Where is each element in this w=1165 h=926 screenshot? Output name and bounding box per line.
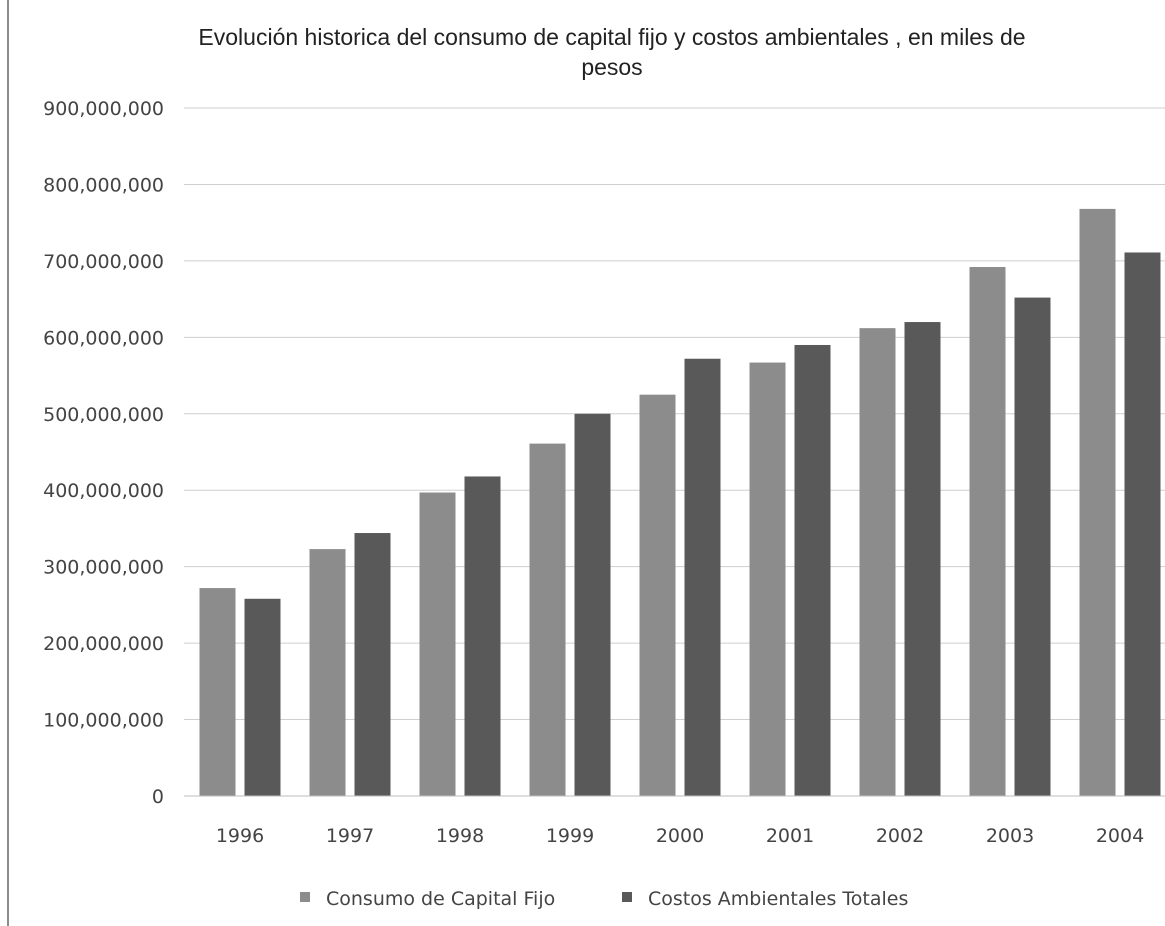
bar-consumo-1996 <box>199 588 236 796</box>
x-tick-label: 2002 <box>876 825 924 847</box>
y-tick-label: 700,000,000 <box>43 251 164 273</box>
x-tick-label: 2001 <box>766 825 814 847</box>
x-tick-label: 2000 <box>656 825 704 847</box>
chart-title-line-1: Evolución historica del consumo de capit… <box>198 24 1025 50</box>
x-tick-label: 1996 <box>216 825 264 847</box>
x-tick-label: 1997 <box>326 825 374 847</box>
bar-costos-1996 <box>244 598 281 796</box>
bar-costos-1998 <box>464 476 501 796</box>
legend-label: Consumo de Capital Fijo <box>326 888 555 910</box>
y-tick-label: 0 <box>152 786 164 808</box>
bar-costos-2001 <box>794 344 831 796</box>
bar-costos-1999 <box>574 413 611 796</box>
bar-consumo-2001 <box>749 362 786 796</box>
chart-title: Evolución historica del consumo de capit… <box>198 24 1025 80</box>
legend-swatch <box>622 892 632 902</box>
legend: Consumo de Capital Fijo Costos Ambientale… <box>300 888 908 910</box>
bar-costos-2000 <box>684 358 721 796</box>
legend-label: Costos Ambientales Totales <box>648 888 908 910</box>
bar-consumo-1998 <box>419 492 456 796</box>
y-tick-label: 900,000,000 <box>43 98 164 120</box>
bar-costos-2002 <box>904 322 941 796</box>
bar-consumo-1999 <box>529 443 566 796</box>
x-tick-label: 2003 <box>986 825 1034 847</box>
x-tick-label: 2004 <box>1096 825 1144 847</box>
x-tick-label: 1998 <box>436 825 484 847</box>
y-tick-label: 800,000,000 <box>43 174 164 196</box>
y-tick-label: 600,000,000 <box>43 327 164 349</box>
bar-consumo-2003 <box>969 267 1006 796</box>
bar-costos-1997 <box>354 533 391 796</box>
x-axis-tick-labels: 1996 1997 1998 1999 2000 2001 2002 2003 2004 <box>216 825 1144 847</box>
bar-consumo-1997 <box>309 549 346 796</box>
legend-swatch <box>300 892 310 902</box>
y-tick-label: 500,000,000 <box>43 404 164 426</box>
y-tick-label: 200,000,000 <box>43 633 164 655</box>
y-tick-label: 100,000,000 <box>43 710 164 732</box>
bar-consumo-2002 <box>859 328 896 796</box>
chart-title-line-2: pesos <box>581 54 642 80</box>
y-tick-label: 300,000,000 <box>43 557 164 579</box>
x-tick-label: 1999 <box>546 825 594 847</box>
bars <box>199 208 1161 797</box>
bar-consumo-2004 <box>1079 208 1116 796</box>
bar-costos-2003 <box>1014 297 1051 796</box>
chart-frame-edge <box>7 0 9 926</box>
bar-consumo-2000 <box>639 394 676 796</box>
y-tick-label: 400,000,000 <box>43 480 164 502</box>
y-axis-tick-labels: 0 100,000,000 200,000,000 300,000,000 400,00… <box>43 98 164 808</box>
bar-costos-2004 <box>1124 252 1161 797</box>
